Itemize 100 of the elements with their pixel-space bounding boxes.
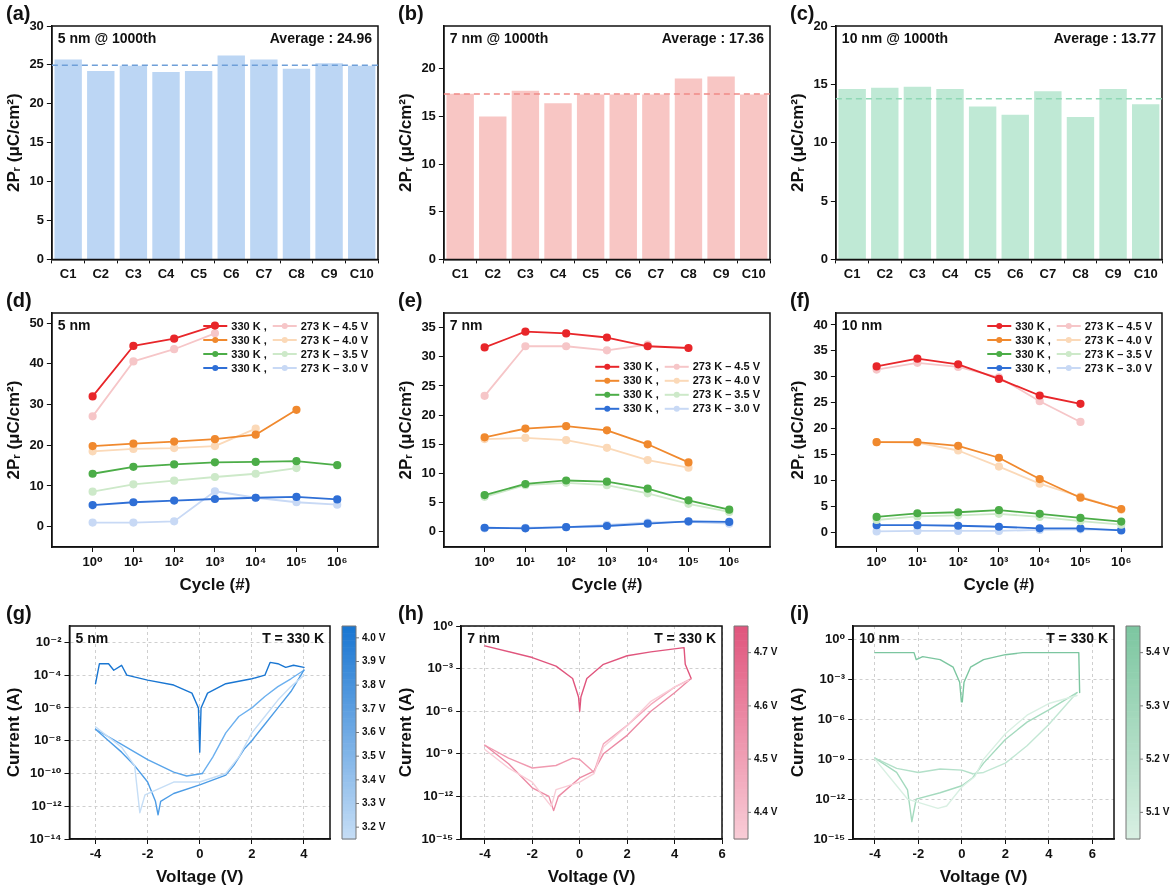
- x-tick-label: C9: [712, 265, 730, 281]
- color-bar-label: 3.9 V: [362, 655, 386, 667]
- y-axis-title: 2Pᵣ (μC/cm²): [395, 380, 415, 480]
- y-tick-label: 10⁻¹⁵: [813, 830, 846, 846]
- legend-label: 330 K ,: [231, 333, 267, 346]
- legend-label: 273 K – 3.5 V: [692, 388, 761, 401]
- y-tick-label: 25: [421, 377, 436, 393]
- y-tick-label: 5: [428, 203, 436, 219]
- x-tick-label: C4: [941, 265, 960, 281]
- x-tick-label: -2: [912, 846, 925, 862]
- y-tick-label: 10⁻⁶: [817, 710, 846, 726]
- legend-label: 330 K ,: [623, 388, 659, 401]
- x-tick-label: 10⁴: [1029, 554, 1051, 570]
- y-axis-title: Current (A): [395, 687, 415, 778]
- color-bar-label: 3.6 V: [362, 726, 386, 738]
- color-bar-label: 3.5 V: [362, 749, 386, 761]
- y-tick-label: 50: [29, 314, 44, 330]
- x-tick-label: C3: [909, 265, 926, 281]
- x-tick-label: 2: [623, 846, 631, 862]
- legend-label: 330 K ,: [1015, 319, 1051, 332]
- y-tick-label: 5: [428, 494, 436, 510]
- y-tick-label: 35: [421, 319, 436, 335]
- x-tick-label: C6: [1006, 265, 1024, 281]
- color-bar-label: 3.7 V: [362, 702, 386, 714]
- color-bar-label: 3.8 V: [362, 678, 386, 690]
- y-axis-title: Current (A): [787, 687, 807, 778]
- y-tick-label: 25: [813, 394, 828, 410]
- y-tick-label: 10⁰: [825, 630, 846, 646]
- legend-label: 273 K – 3.0 V: [1084, 361, 1153, 374]
- x-tick-label: 2: [1001, 846, 1009, 862]
- x-tick-label: C2: [92, 265, 110, 281]
- color-bar-label: 4.4 V: [754, 806, 778, 818]
- x-tick-label: C2: [484, 265, 502, 281]
- annotation: 5 nm: [75, 630, 109, 646]
- x-tick-label: C4: [157, 265, 176, 281]
- y-tick-label: 0: [36, 250, 44, 266]
- y-tick-label: 35: [813, 342, 828, 358]
- color-bar-label: 4.0 V: [362, 631, 386, 643]
- y-tick-label: 15: [421, 108, 436, 124]
- y-tick-label: 30: [421, 348, 436, 364]
- legend-label: 273 K – 4.0 V: [300, 333, 369, 346]
- y-axis-title: 2Pᵣ (μC/cm²): [787, 380, 807, 480]
- y-axis-title: 2Pᵣ (μC/cm²): [395, 93, 415, 193]
- annotation: Average : 24.96: [269, 30, 373, 46]
- x-tick-label: C1: [843, 265, 861, 281]
- y-tick-label: 20: [813, 420, 828, 436]
- y-tick-label: 30: [29, 17, 44, 33]
- legend-label: 273 K – 4.5 V: [300, 319, 369, 332]
- x-tick-label: 0: [958, 846, 966, 862]
- legend-label: 273 K – 3.5 V: [300, 347, 369, 360]
- legend-label: 330 K ,: [1015, 361, 1051, 374]
- x-tick-label: C5: [974, 265, 991, 281]
- y-tick-label: 10⁻⁸: [34, 732, 62, 748]
- annotation: T = 330 K: [262, 630, 324, 646]
- y-tick-label: 5: [36, 212, 44, 228]
- y-tick-label: 10⁰: [433, 617, 454, 633]
- x-tick-label: 4: [670, 846, 679, 862]
- x-tick-label: C3: [517, 265, 534, 281]
- legend-label: 330 K ,: [231, 319, 267, 332]
- x-tick-label: 10⁰: [474, 554, 496, 570]
- y-tick-label: 10⁻⁹: [817, 750, 846, 766]
- x-tick-label: 0: [576, 846, 584, 862]
- x-tick-label: 2: [248, 846, 256, 862]
- x-tick-label: C8: [680, 265, 697, 281]
- y-tick-label: 0: [820, 250, 828, 266]
- annotation: 5 nm @ 1000th: [57, 30, 157, 46]
- x-tick-label: C2: [876, 265, 894, 281]
- y-tick-label: 10⁻¹²: [31, 797, 63, 813]
- annotation: 10 nm: [859, 630, 900, 646]
- x-tick-label: C9: [320, 265, 338, 281]
- color-bar-label: 5.1 V: [1146, 806, 1170, 818]
- y-axis-title: 2Pᵣ (μC/cm²): [3, 93, 23, 193]
- legend-label: 273 K – 4.0 V: [1084, 333, 1153, 346]
- y-tick-label: 10: [421, 465, 436, 481]
- x-tick-label: 10¹: [516, 554, 535, 570]
- y-tick-label: 10: [421, 155, 436, 171]
- x-tick-label: 10⁶: [719, 554, 740, 570]
- y-tick-label: 10: [29, 477, 44, 493]
- x-axis-title: Voltage (V): [547, 867, 636, 887]
- y-tick-label: 30: [29, 396, 44, 412]
- x-tick-label: -4: [479, 846, 492, 862]
- x-tick-label: C5: [582, 265, 599, 281]
- y-tick-label: 10⁻⁶: [425, 702, 454, 718]
- x-tick-label: 10³: [597, 554, 617, 570]
- y-tick-label: 15: [813, 75, 828, 91]
- legend-label: 273 K – 3.0 V: [300, 361, 369, 374]
- annotation: 10 nm: [841, 317, 883, 333]
- text: (g): [6, 602, 32, 624]
- y-tick-label: 15: [813, 446, 828, 462]
- x-tick-label: 6: [718, 846, 726, 862]
- y-axis-title: 2Pᵣ (μC/cm²): [787, 93, 807, 193]
- y-tick-label: 10⁻¹²: [423, 787, 454, 803]
- legend-label: 330 K ,: [623, 360, 659, 373]
- x-tick-label: 0: [196, 846, 204, 862]
- x-tick-label: C9: [1104, 265, 1122, 281]
- x-tick-label: C10: [349, 265, 374, 281]
- x-axis-title: Cycle (#): [179, 575, 251, 595]
- x-tick-label: 10²: [948, 554, 969, 570]
- legend-label: 273 K – 3.0 V: [692, 402, 761, 415]
- color-bar-label: 5.3 V: [1146, 699, 1170, 711]
